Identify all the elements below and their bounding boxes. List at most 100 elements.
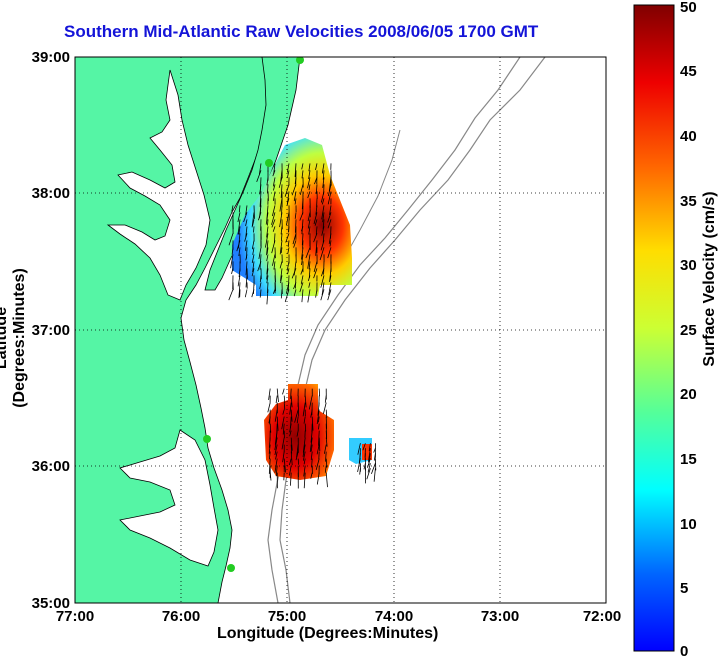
velocity-vector <box>245 275 248 288</box>
velocity-vector <box>325 409 328 418</box>
velocity-vector <box>266 289 269 305</box>
velocity-vector <box>303 416 306 424</box>
velocity-vector <box>259 282 262 289</box>
velocity-vector <box>289 465 292 476</box>
velocity-vector <box>272 254 276 266</box>
velocity-vector <box>322 212 325 223</box>
velocity-vector <box>274 458 278 473</box>
velocity-vector <box>266 247 269 254</box>
velocity-vector <box>305 247 311 259</box>
colorbar-tick-label: 45 <box>680 63 697 80</box>
velocity-vector <box>315 184 318 194</box>
velocity-vector <box>300 275 304 285</box>
velocity-vector <box>286 163 290 173</box>
velocity-vector <box>268 416 271 424</box>
velocity-vector <box>284 184 290 197</box>
velocity-vector <box>228 233 234 246</box>
velocity-vector <box>316 472 320 485</box>
velocity-vector <box>307 212 311 222</box>
velocity-vector <box>309 437 313 453</box>
velocity-vector <box>357 443 361 455</box>
velocity-vector <box>294 212 297 219</box>
velocity-vector <box>272 191 276 201</box>
colorbar-ticks: 50 45 40 35 30 25 20 15 10 5 0 <box>680 0 697 659</box>
velocity-vector <box>274 430 278 445</box>
velocity-vector <box>294 163 297 178</box>
velocity-vector <box>295 275 297 289</box>
velocity-vector <box>286 212 290 226</box>
velocity-vector <box>266 268 269 280</box>
velocity-vector <box>230 254 234 269</box>
velocity-vector <box>271 240 276 254</box>
velocity-vector <box>321 282 325 296</box>
velocity-vector <box>320 275 325 288</box>
bathymetry-contour <box>279 57 546 603</box>
velocity-vector <box>307 177 311 189</box>
velocity-vector <box>253 205 255 219</box>
velocity-vector <box>269 472 272 481</box>
velocity-vector <box>362 443 366 451</box>
velocity-vector <box>327 184 332 197</box>
velocity-vector <box>289 402 292 415</box>
velocity-vector <box>252 219 255 227</box>
velocity-vector <box>318 437 321 452</box>
velocity-vector <box>321 198 325 205</box>
velocity-vector <box>311 416 314 431</box>
velocity-vector <box>243 212 248 223</box>
velocity-vector <box>231 268 234 275</box>
velocity-vector <box>327 247 332 259</box>
velocity-vector <box>279 261 283 269</box>
velocity-vector <box>302 402 306 417</box>
velocity-vector <box>313 261 318 273</box>
velocity-vector <box>293 289 297 297</box>
velocity-vector <box>268 388 271 400</box>
x-tick-label: 76:00 <box>162 608 200 625</box>
x-tick-label: 72:00 <box>583 608 621 625</box>
velocity-vector <box>315 289 318 298</box>
velocity-vector <box>280 289 283 299</box>
velocity-vector <box>271 219 276 228</box>
y-axis-ticks: 39:00 38:00 37:00 36:00 35:00 <box>32 49 70 612</box>
velocity-vector <box>296 444 299 458</box>
velocity-vector <box>322 233 325 243</box>
velocity-vector <box>286 170 290 179</box>
velocity-vector <box>321 205 325 220</box>
velocity-vector <box>321 268 325 277</box>
velocity-vector <box>324 395 327 403</box>
velocity-vector <box>272 205 276 217</box>
velocity-vector <box>266 254 269 262</box>
velocity-vector <box>322 177 325 188</box>
velocity-vector <box>236 240 241 252</box>
grid <box>75 57 606 603</box>
velocity-vector <box>310 451 313 460</box>
velocity-vector <box>231 247 234 255</box>
velocity-region-east-hot <box>362 444 372 460</box>
velocity-vector <box>278 177 283 188</box>
velocity-vector <box>363 463 366 470</box>
velocity-vector <box>289 458 292 466</box>
velocity-vector <box>319 247 325 261</box>
velocity-vector <box>251 268 255 277</box>
velocity-vector <box>265 233 269 248</box>
velocity-vector <box>280 226 283 235</box>
velocity-vector <box>273 261 276 270</box>
velocity-vector <box>313 212 318 225</box>
velocity-vector <box>237 219 241 235</box>
velocity-vector <box>275 451 278 460</box>
colorbar-tick-label: 15 <box>680 451 697 468</box>
colorbar <box>633 4 675 652</box>
velocity-vector <box>327 289 332 301</box>
velocity-vector <box>289 430 292 437</box>
x-tick-label: 75:00 <box>268 608 306 625</box>
colorbar-tick-label: 50 <box>680 0 697 16</box>
velocity-vector <box>323 402 327 414</box>
velocity-vector <box>307 275 311 282</box>
velocity-vector <box>308 184 311 191</box>
velocity-vector <box>290 409 293 422</box>
x-tick-label: 73:00 <box>481 608 519 625</box>
velocity-vector <box>314 219 318 226</box>
velocity-vector <box>325 451 327 462</box>
velocity-vector <box>293 240 297 248</box>
velocity-vector <box>266 240 269 256</box>
velocity-vector <box>272 226 276 232</box>
